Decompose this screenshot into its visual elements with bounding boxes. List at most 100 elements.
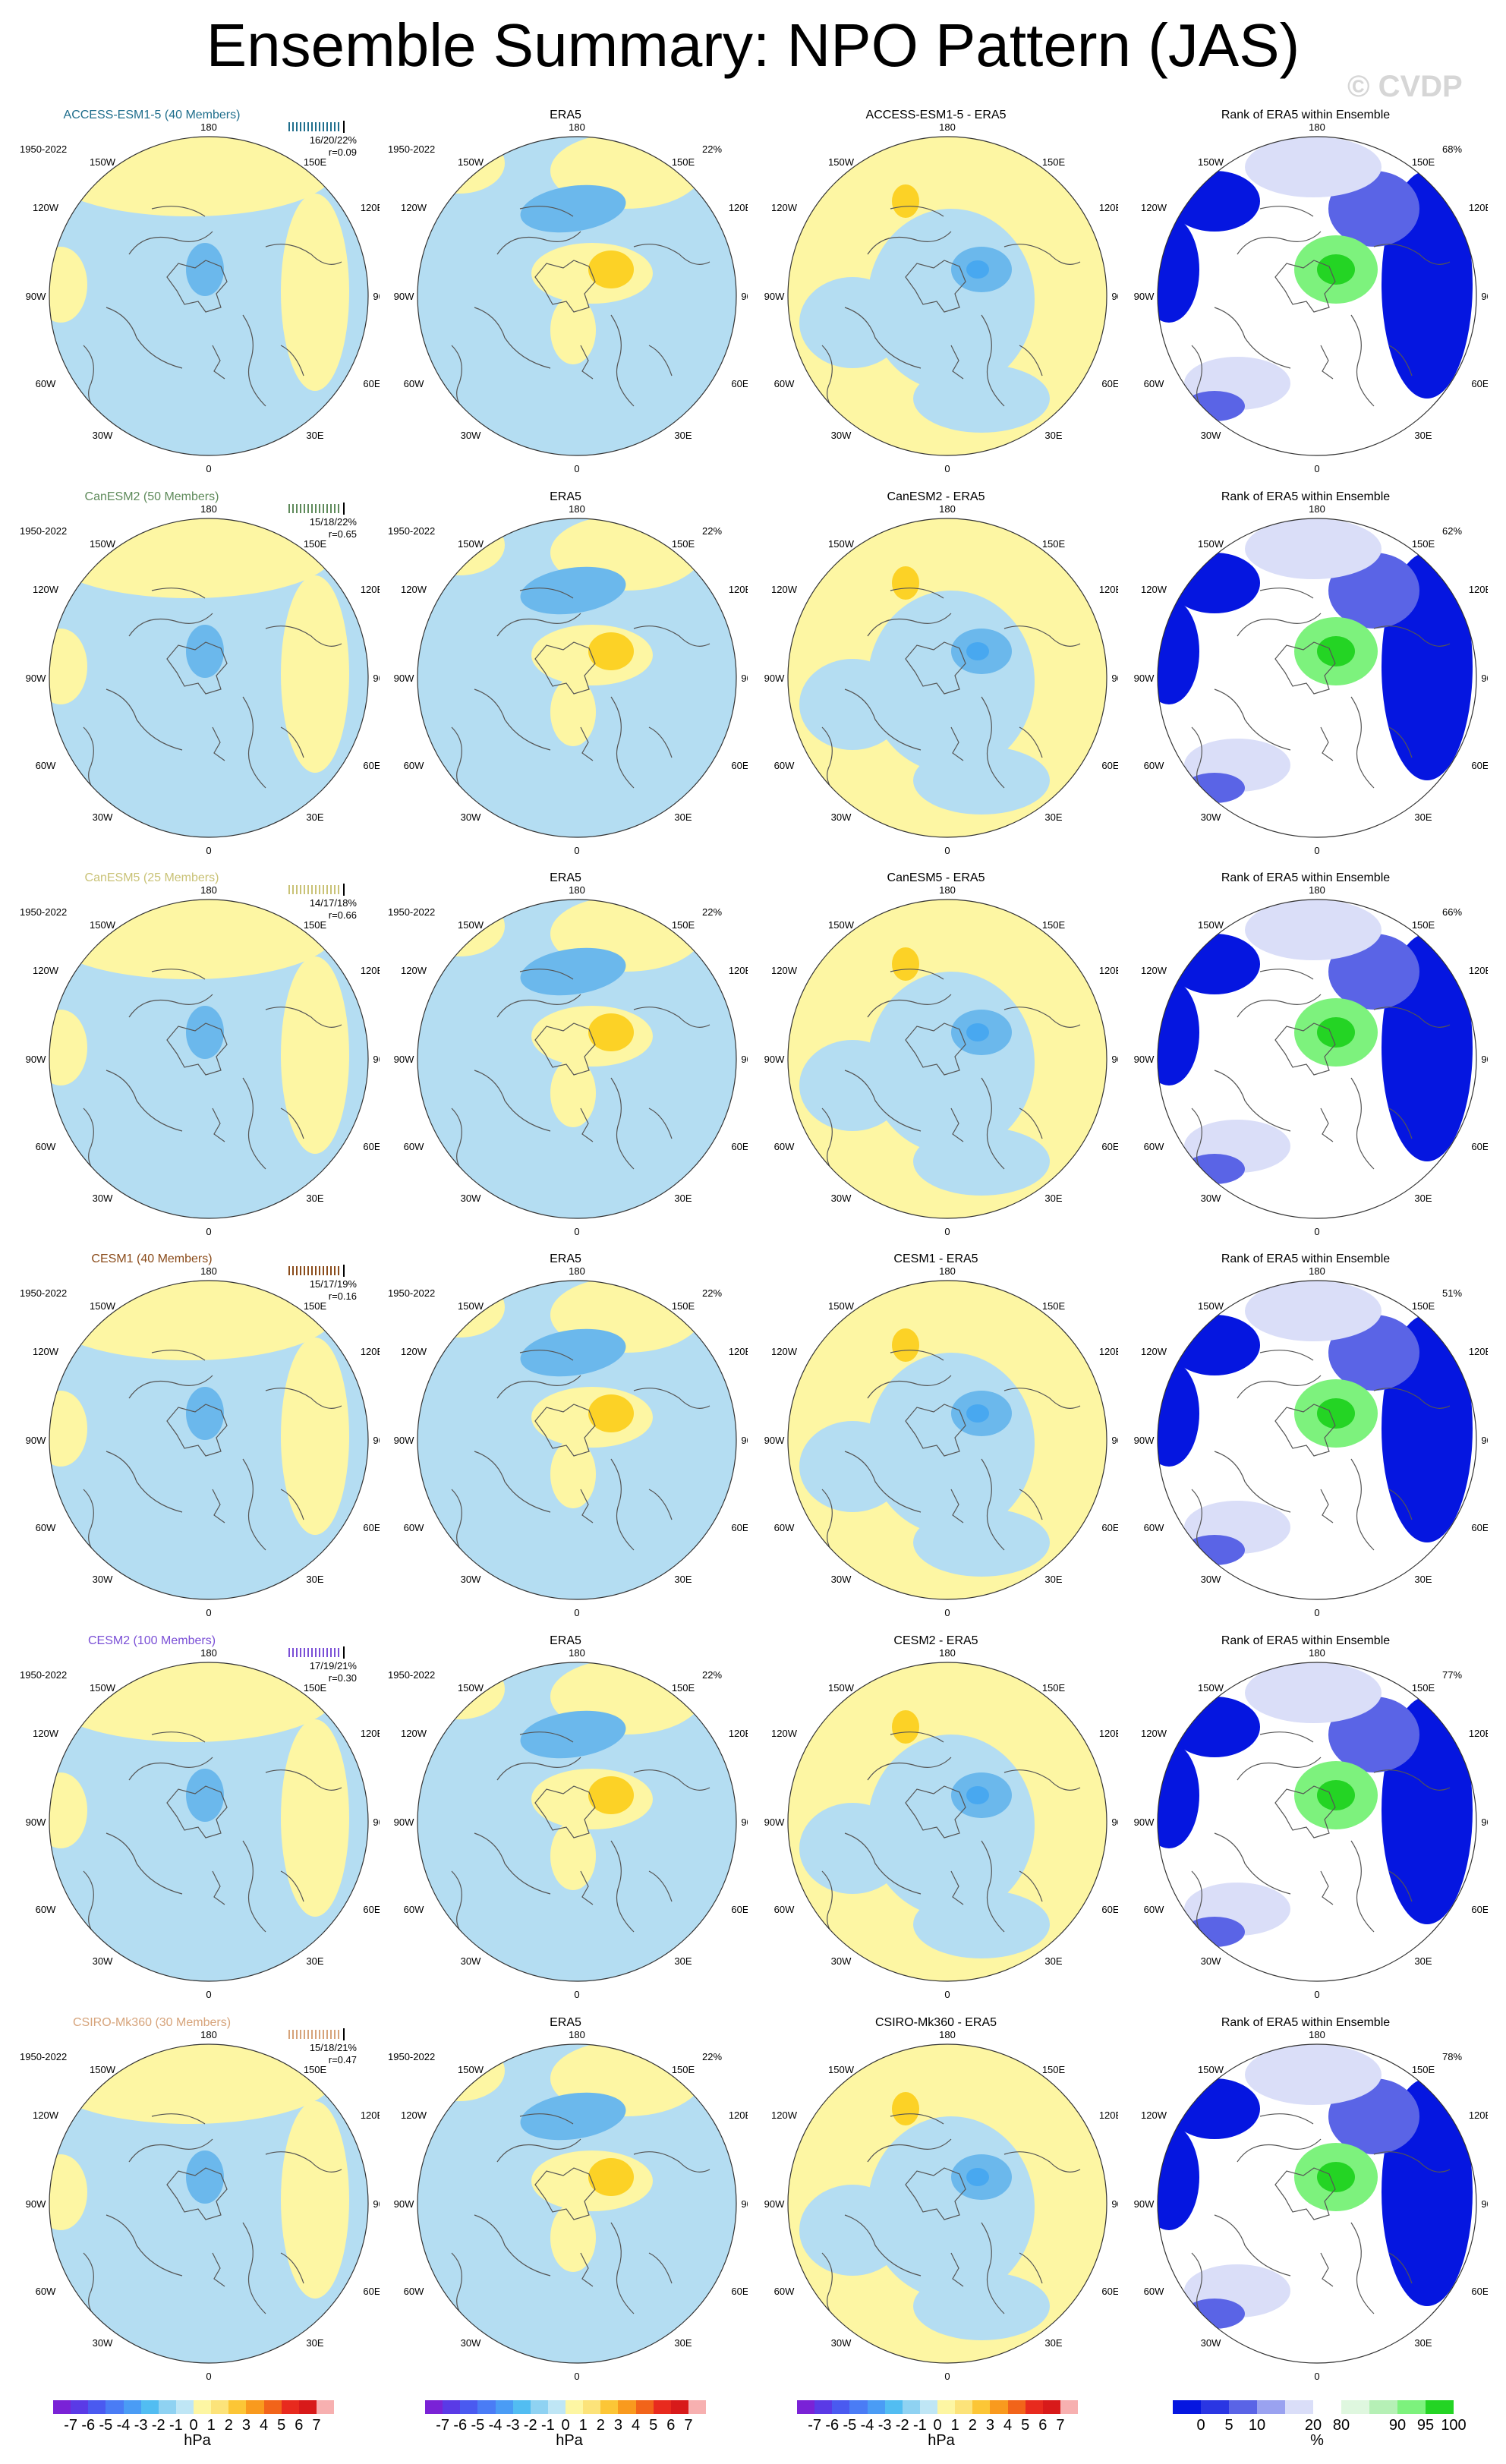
colorbar-cell: [600, 2400, 619, 2414]
lon-label-se: 30E: [306, 1193, 323, 1204]
coastline-8: [890, 1350, 944, 1361]
lon-label-e1: 120E: [1099, 1346, 1118, 1357]
colorbar-tick: 2: [968, 2417, 977, 2434]
lon-label-se: 30E: [1414, 430, 1432, 441]
coastline-7: [280, 2252, 304, 2284]
period-label: 1950-2022: [20, 143, 68, 155]
coastline-6: [580, 1108, 594, 1142]
lon-label-sw: 30W: [93, 1574, 113, 1585]
member-tick: [292, 2030, 294, 2039]
neg-core-inner: [966, 1404, 989, 1423]
lon-label-se1: 60E: [731, 1141, 748, 1152]
coastline-6: [212, 1489, 225, 1523]
lon-label-e: 90E: [1481, 673, 1488, 684]
lon-label-sw1: 60W: [404, 2286, 424, 2297]
coastline-3: [1350, 1077, 1375, 1170]
lon-label-n: 180: [200, 121, 217, 133]
obs-field: [417, 518, 736, 837]
coastline-2: [1214, 1070, 1291, 1132]
lon-label-ne: 150E: [1042, 538, 1066, 550]
rank-pct: 62%: [1442, 525, 1463, 537]
colorbar-cell: [832, 2400, 850, 2414]
diff-field: [788, 900, 1107, 1218]
obs-tick: [343, 1646, 345, 1659]
diff-panel-5: 180 150W 150E 120W 120E 90W 90E 60W 60E 30W 30E 0 CS…: [754, 2002, 1118, 2382]
coastline-0: [905, 260, 966, 313]
obs-map: 180 150W 150E 120W 120E 90W 90E 60W 60E 30W 30E 0: [394, 884, 748, 1237]
colorbar-tick: -6: [453, 2417, 468, 2434]
neg-region-west: [799, 659, 906, 750]
map-boundary: [1157, 899, 1477, 1219]
lon-label-sw: 30W: [461, 430, 481, 441]
pos-region-west: [49, 2154, 87, 2230]
pos-core: [588, 1776, 634, 1814]
diff-panel-1: 180 150W 150E 120W 120E 90W 90E 60W 60E 30W 30E 0 Ca…: [754, 477, 1118, 856]
lon-label-ne: 150E: [1042, 1300, 1066, 1312]
coastline-0: [905, 1785, 966, 1839]
coastline-2: [474, 307, 551, 369]
lon-label-n: 180: [569, 884, 585, 896]
coastline-7: [1388, 1870, 1413, 1902]
obs-panel-5: 180 150W 150E 120W 120E 90W 90E 60W 60E 30W 30E 0 ER…: [383, 2002, 748, 2382]
lon-label-ne: 150E: [304, 2064, 327, 2075]
map-boundary: [1157, 2043, 1477, 2364]
coastline-2: [474, 1832, 551, 1895]
coastline-7: [1019, 1870, 1043, 1902]
map-boundary: [1157, 136, 1477, 456]
coastline-1: [496, 1375, 581, 1399]
coastline-1: [496, 994, 581, 1018]
rank-mid-sw: [1184, 391, 1245, 421]
member-tick: [288, 122, 290, 131]
member-tick: [323, 1266, 324, 1275]
member-tick: [330, 1266, 332, 1275]
coastline-2: [106, 1070, 183, 1132]
lon-label-w: 90W: [1134, 291, 1155, 302]
lon-label-se: 30E: [1414, 1574, 1432, 1585]
lon-label-nw1: 120W: [401, 1728, 427, 1739]
lon-label-se: 30E: [674, 2337, 692, 2349]
lon-label-sw: 30W: [1201, 1955, 1221, 1967]
colorbar-tick: -2: [151, 2417, 165, 2434]
coastline-2: [844, 1451, 922, 1513]
coastline-0: [534, 260, 596, 313]
rank-high-w: [1158, 979, 1199, 1085]
pos-region-south: [550, 1822, 596, 1890]
period-label: 1950-2022: [388, 1287, 436, 1299]
lon-label-nw: 150W: [828, 919, 855, 931]
member-tick: [304, 1648, 305, 1657]
pos-region-east: [281, 1719, 349, 1917]
coastline-3: [242, 696, 266, 789]
colorbar-cell: [228, 2400, 247, 2414]
lon-label-w: 90W: [394, 291, 414, 302]
lon-label-ne: 150E: [672, 2064, 695, 2075]
lon-label-nw1: 120W: [771, 584, 798, 595]
colorbar-cell: [618, 2400, 636, 2414]
coastline-4: [1373, 625, 1451, 647]
neg-region-south: [913, 1127, 1050, 1196]
lon-label-nw1: 120W: [771, 2110, 798, 2121]
lon-label-s: 0: [574, 2371, 579, 2382]
coastline-3: [1350, 696, 1375, 789]
rank-low-n: [1245, 1662, 1382, 1723]
lon-label-sw: 30W: [831, 1955, 852, 1967]
lon-label-se: 30E: [674, 430, 692, 441]
lon-label-se: 30E: [1414, 811, 1432, 823]
member-tick: [307, 1648, 309, 1657]
rank-mid-sw: [1184, 773, 1245, 803]
lon-label-sw1: 60W: [1144, 1522, 1164, 1533]
member-tick: [326, 1648, 328, 1657]
lon-label-sw1: 60W: [36, 1522, 56, 1533]
member-tick: [319, 122, 320, 131]
coastline-1: [1237, 1375, 1322, 1399]
lon-label-e1: 120E: [1469, 965, 1488, 976]
rank-field: [1158, 518, 1476, 837]
model-field: [49, 1281, 368, 1599]
obs-variance-pct: 22%: [702, 1669, 723, 1681]
member-tick: [330, 2030, 332, 2039]
obs-field: [417, 1281, 736, 1599]
lon-label-s: 0: [1314, 463, 1319, 474]
colorbar-tick: -3: [877, 2417, 892, 2434]
colorbar-cell: [460, 2400, 478, 2414]
diff-map: 180 150W 150E 120W 120E 90W 90E 60W 60E 30W 30E 0: [764, 121, 1118, 474]
colorbar-cell: [246, 2400, 264, 2414]
